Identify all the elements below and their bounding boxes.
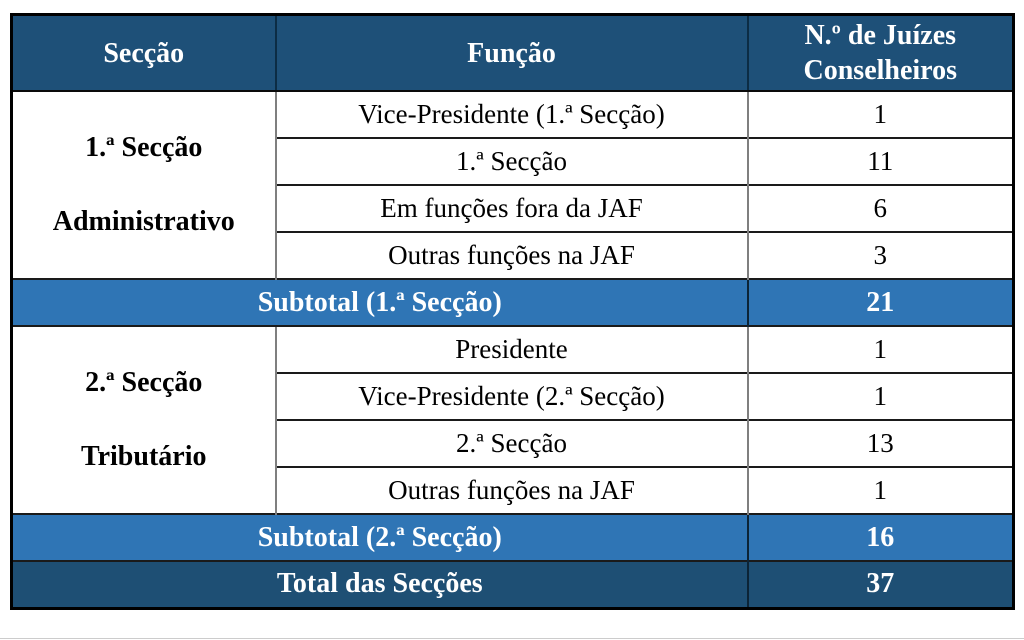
judges-table: Secção Função N.º de Juízes Conselheiros…	[10, 13, 1015, 610]
table-row: 1.ª Secção Administrativo Vice-President…	[11, 90, 1014, 279]
section-2-subtitle: Tributário	[81, 441, 207, 472]
section-2-cell: 2.ª Secção Tributário	[11, 325, 276, 514]
subtotal-1-row: Subtotal (1.ª Secção) 21	[11, 278, 1014, 326]
funcao-cell: 1.ª Secção	[274, 137, 748, 185]
total-label: Total das Secções	[11, 560, 748, 608]
subtotal-1-label: Subtotal (1.ª Secção)	[11, 278, 748, 326]
funcao-cell: Outras funções na JAF	[274, 231, 748, 279]
subtotal-2-label: Subtotal (2.ª Secção)	[11, 513, 748, 561]
section-1-cell: 1.ª Secção Administrativo	[11, 90, 276, 279]
count-cell: 11	[746, 137, 1014, 185]
table-row: Outras funções na JAF 1	[12, 466, 1014, 514]
subtotal-2-value: 16	[746, 513, 1014, 561]
total-value: 37	[746, 560, 1014, 608]
funcao-cell: 2.ª Secção	[274, 419, 748, 467]
funcao-cell: Outras funções na JAF	[274, 466, 748, 514]
total-row: Total das Secções 37	[11, 560, 1014, 608]
funcao-cell: Presidente	[274, 325, 748, 373]
subtotal-1-value: 21	[746, 278, 1014, 326]
table-row: 2.ª Secção Tributário Presidente 1	[11, 325, 1014, 514]
count-cell: 6	[746, 184, 1014, 232]
table-row: Vice-Presidente (2.ª Secção) 1	[12, 372, 1014, 420]
header-juizes: N.º de Juízes Conselheiros	[746, 14, 1014, 92]
screen-bottom-edge	[0, 638, 1024, 639]
count-cell: 1	[746, 466, 1014, 514]
funcao-cell: Em funções fora da JAF	[274, 184, 748, 232]
table-row: Outras funções na JAF 3	[12, 231, 1014, 279]
count-cell: 1	[746, 325, 1014, 373]
table-row: 1.ª Secção 11	[12, 137, 1014, 185]
count-cell: 1	[746, 372, 1014, 420]
count-cell: 3	[746, 231, 1014, 279]
count-cell: 13	[746, 419, 1014, 467]
funcao-cell: Vice-Presidente (2.ª Secção)	[274, 372, 748, 420]
table-row: Em funções fora da JAF 6	[12, 184, 1014, 232]
funcao-cell: Vice-Presidente (1.ª Secção)	[274, 90, 748, 138]
subtotal-2-row: Subtotal (2.ª Secção) 16	[11, 513, 1014, 561]
header-row: Secção Função N.º de Juízes Conselheiros	[11, 14, 1014, 92]
section-1-title: 1.ª Secção	[85, 132, 203, 163]
table-row: 2.ª Secção 13	[12, 419, 1014, 467]
header-seccao: Secção	[11, 14, 276, 92]
section-1-subtitle: Administrativo	[52, 206, 235, 237]
count-cell: 1	[746, 90, 1014, 138]
header-funcao: Função	[274, 14, 748, 92]
section-2-title: 2.ª Secção	[85, 367, 203, 398]
